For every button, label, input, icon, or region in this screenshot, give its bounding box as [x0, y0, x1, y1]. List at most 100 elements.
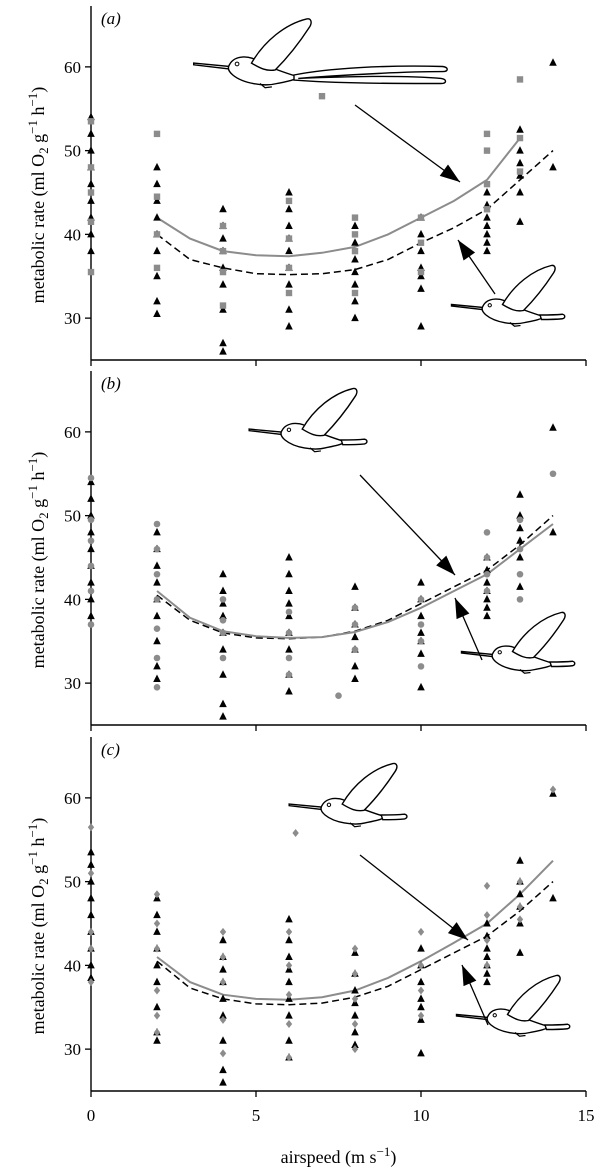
diamond-marker — [417, 927, 425, 936]
bird-illustration-control — [450, 264, 566, 327]
triangle-marker — [483, 565, 491, 574]
bird-eye — [326, 802, 332, 808]
triangle-marker — [417, 649, 425, 657]
x-axis-title-part: −1 — [377, 1144, 391, 1159]
bird-wing — [341, 762, 398, 812]
diamond-marker — [153, 986, 161, 995]
bird-tail — [293, 65, 448, 85]
triangle-marker — [87, 578, 95, 586]
circle-marker — [483, 587, 491, 595]
diamond-marker — [153, 919, 161, 928]
triangle-marker — [351, 313, 359, 322]
triangle-marker — [219, 586, 227, 594]
triangle-marker — [153, 611, 161, 620]
bird-bill — [288, 803, 324, 811]
panel-label: (b) — [101, 374, 121, 393]
triangle-marker — [483, 188, 491, 196]
triangle-marker — [87, 179, 95, 188]
x-axis-title-part: airspeed (m s — [281, 1147, 377, 1168]
triangle-marker — [153, 977, 161, 986]
triangle-marker — [516, 171, 524, 179]
y-axis-title-part: metabolic rate (ml O — [28, 154, 49, 303]
circle-marker — [417, 596, 425, 603]
triangle-marker — [285, 935, 293, 944]
triangle-marker — [153, 179, 161, 188]
arrow-to-treatment-curve — [359, 854, 469, 941]
circle-marker — [219, 629, 227, 637]
triangle-marker — [417, 271, 425, 280]
arrow-head — [439, 164, 460, 182]
square-marker — [483, 130, 491, 138]
triangle-marker — [87, 594, 95, 603]
square-marker — [219, 302, 227, 309]
arrow-to-control-curve — [457, 239, 496, 295]
triangle-marker — [219, 1011, 227, 1019]
triangle-marker — [483, 611, 491, 620]
triangle-marker — [219, 204, 227, 213]
triangle-marker — [549, 423, 557, 431]
y-axis-title-part: h — [28, 838, 48, 852]
y-axis-title-part: g — [28, 134, 48, 148]
triangle-marker — [219, 1078, 227, 1086]
triangle-marker — [285, 246, 293, 255]
diamond-marker — [153, 944, 161, 953]
triangle-marker — [417, 1048, 425, 1057]
triangle-marker — [516, 523, 524, 532]
square-marker — [87, 218, 95, 226]
circle-marker — [516, 596, 524, 603]
square-marker — [483, 206, 491, 213]
circle-marker — [351, 621, 359, 628]
diamond-marker — [87, 823, 95, 832]
y-axis-title-part: ) — [28, 818, 49, 824]
bird-wing — [506, 974, 561, 1022]
bird-feet — [519, 669, 531, 674]
arrow-head — [436, 555, 455, 575]
triangle-marker — [219, 1065, 227, 1074]
arrow-shaft — [359, 474, 456, 576]
triangle-marker — [87, 847, 95, 856]
square-marker — [153, 264, 161, 272]
triangle-marker — [87, 129, 95, 137]
triangle-marker — [153, 271, 161, 280]
y-axis-title-part: −1 — [25, 93, 40, 107]
triangle-marker — [483, 213, 491, 221]
y-tick-label: 40 — [64, 225, 81, 244]
bird-tail — [340, 438, 368, 446]
triangle-marker — [549, 527, 557, 536]
y-axis-title-part: ) — [28, 452, 49, 458]
triangle-marker — [153, 910, 161, 919]
diamond-marker — [285, 927, 293, 936]
triangle-marker — [417, 246, 425, 255]
diamond-marker — [87, 869, 95, 878]
triangle-marker — [351, 582, 359, 590]
y-axis-title-part: 2 — [36, 512, 51, 519]
diamond-marker — [483, 911, 491, 920]
triangle-marker — [219, 338, 227, 347]
circle-marker — [219, 654, 227, 662]
bird-tail — [549, 660, 576, 668]
y-tick-label: 50 — [64, 142, 81, 161]
y-tick-label: 40 — [64, 956, 81, 975]
triangle-marker — [549, 162, 557, 171]
triangle-marker — [153, 213, 161, 221]
triangle-marker — [219, 599, 227, 607]
triangle-marker — [153, 927, 161, 935]
triangle-marker — [417, 682, 425, 691]
triangle-marker — [483, 578, 491, 586]
y-axis-title-part: −1 — [25, 458, 40, 472]
triangle-marker — [153, 960, 161, 969]
diamond-marker — [417, 961, 425, 970]
triangle-marker — [285, 599, 293, 607]
triangle-marker — [219, 965, 227, 973]
triangle-marker — [153, 1036, 161, 1044]
triangle-marker — [351, 986, 359, 994]
diamond-marker — [153, 1028, 161, 1037]
triangle-marker — [516, 582, 524, 590]
y-axis-title-part: −1 — [25, 824, 40, 838]
bird-wing — [250, 18, 312, 72]
triangle-marker — [219, 347, 227, 355]
x-tick-label: 15 — [578, 1106, 595, 1125]
bird-eye — [497, 650, 502, 655]
bird-bill — [460, 650, 495, 658]
diamond-marker — [87, 978, 95, 987]
